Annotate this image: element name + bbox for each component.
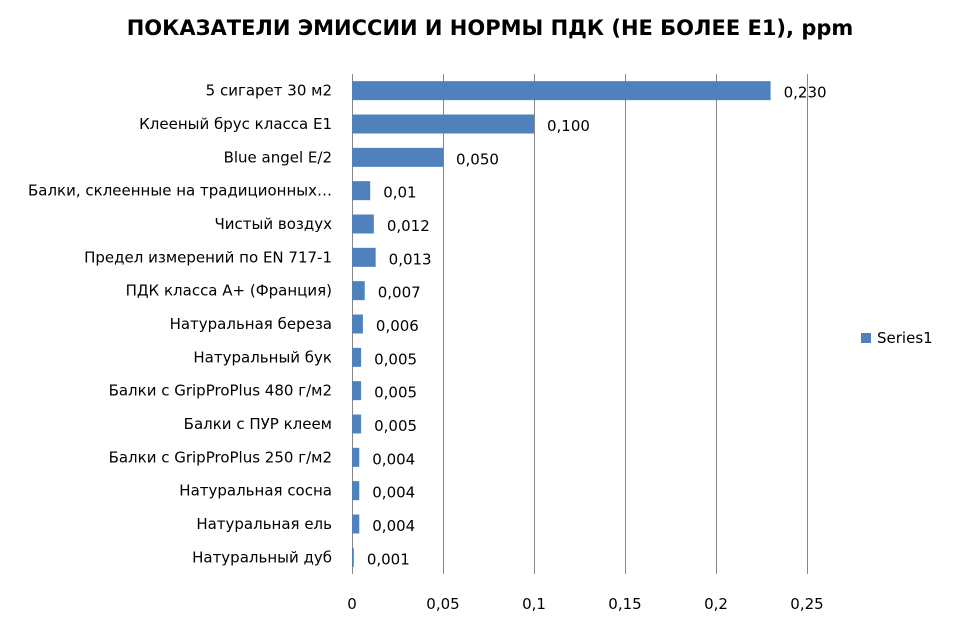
bar: [352, 81, 771, 101]
category-label: Балки с GripProPlus 250 г/м2: [109, 448, 332, 466]
x-tick-label: 0,25: [790, 595, 823, 613]
bar: [352, 347, 362, 367]
bar: [352, 281, 365, 301]
category-label: Натуральная береза: [170, 315, 332, 333]
data-label: 0,001: [367, 550, 410, 568]
category-labels: 5 сигарет 30 м2 Клееный брус класса Е1 Blu…: [28, 82, 332, 567]
legend: Series1: [861, 329, 933, 347]
data-labels: 0,230 0,100 0,050 0,01 0,012 0,013 0,007 0,006 0…: [367, 84, 827, 569]
category-label: 5 сигарет 30 м2: [206, 82, 332, 100]
bar: [352, 214, 374, 234]
data-label: 0,013: [389, 250, 432, 268]
data-label: 0,005: [374, 350, 417, 368]
category-label: Предел измерений по EN 717-1: [84, 248, 332, 266]
bar: [352, 414, 362, 434]
data-label: 0,007: [378, 284, 421, 302]
bars: [352, 81, 771, 567]
data-label: 0,006: [376, 317, 419, 335]
category-label: Натуральная сосна: [179, 482, 332, 500]
data-label: 0,01: [383, 184, 416, 202]
data-label: 0,012: [387, 217, 430, 235]
data-label: 0,005: [374, 417, 417, 435]
category-label: Чистый воздух: [215, 215, 333, 233]
category-label: Клееный брус класса Е1: [139, 115, 332, 133]
x-tick-label: 0,2: [704, 595, 728, 613]
bar: [352, 147, 443, 167]
bar: [352, 314, 363, 334]
bar: [352, 447, 360, 467]
data-label: 0,004: [372, 517, 415, 535]
x-tick-label: 0,05: [426, 595, 459, 613]
category-label: Балки с ПУР клеем: [184, 415, 332, 433]
data-label: 0,005: [374, 384, 417, 402]
bar: [352, 381, 362, 401]
data-label: 0,100: [547, 117, 590, 135]
category-label: Натуральный дуб: [192, 548, 332, 566]
category-label: Балки с GripProPlus 480 г/м2: [109, 382, 332, 400]
category-label: Blue angel E/2: [224, 148, 332, 166]
chart-title: ПОКАЗАТЕЛИ ЭМИССИИ И НОРМЫ ПДК (НЕ БОЛЕЕ…: [127, 16, 854, 40]
data-label: 0,004: [372, 450, 415, 468]
x-axis-tick-labels: 0 0,05 0,1 0,15 0,2 0,25: [347, 595, 823, 613]
bar: [352, 114, 534, 134]
bar: [352, 247, 376, 267]
bar: [352, 514, 360, 534]
category-label: Натуральный бук: [193, 348, 332, 366]
x-tick-label: 0,15: [608, 595, 641, 613]
x-tick-label: 0: [347, 595, 357, 613]
legend-label-series1: Series1: [877, 329, 933, 347]
category-label: Балки, склеенные на традиционных…: [28, 182, 332, 200]
legend-swatch-series1: [861, 333, 871, 343]
data-label: 0,004: [372, 484, 415, 502]
x-tick-label: 0,1: [522, 595, 546, 613]
data-label: 0,230: [784, 84, 827, 102]
data-label: 0,050: [456, 150, 499, 168]
bar: [352, 547, 354, 567]
category-label: ПДК класса А+ (Франция): [126, 282, 332, 300]
category-label: Натуральная ель: [196, 515, 332, 533]
bar: [352, 181, 371, 201]
bar: [352, 481, 360, 501]
